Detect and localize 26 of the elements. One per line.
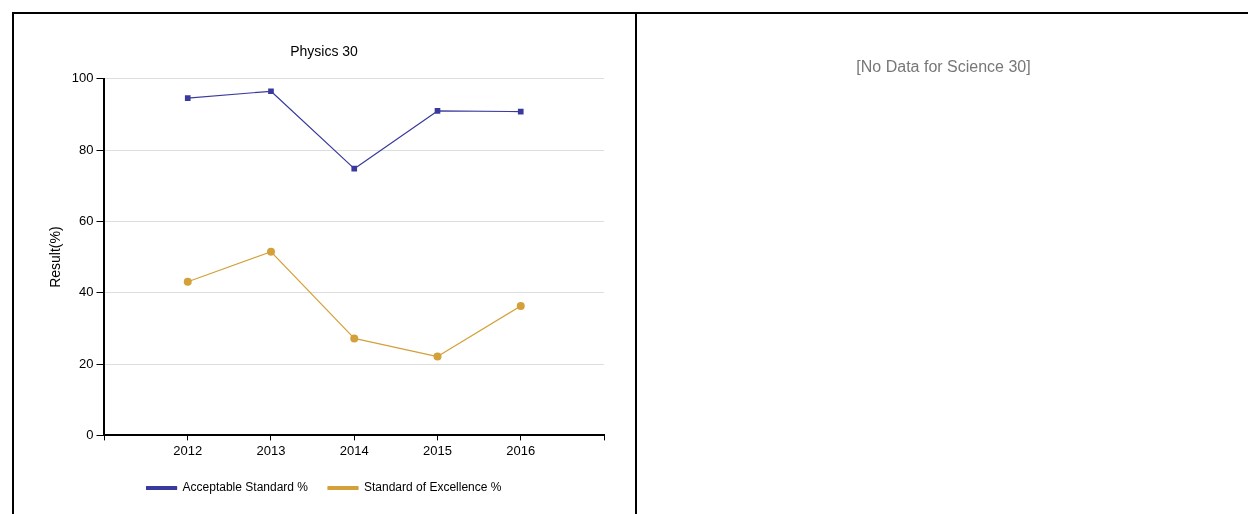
point <box>183 277 192 286</box>
y-tick-label: 100 <box>71 70 94 86</box>
y-tick-label: 80 <box>79 141 94 157</box>
text: [No Data for Science 30] <box>855 58 1032 76</box>
point <box>351 165 358 172</box>
legend-label: Acceptable Standard % <box>182 480 309 495</box>
point <box>350 334 359 343</box>
point <box>516 301 525 310</box>
point <box>434 108 441 114</box>
y-tick-label: 20 <box>79 355 94 371</box>
point <box>184 95 191 101</box>
y-axis-title: Result(%) <box>47 226 64 288</box>
x-tick-label: 2015 <box>423 442 452 458</box>
point <box>517 108 524 115</box>
legend-label: Standard of Excellence % <box>364 480 502 495</box>
x-tick-label: 2012 <box>173 442 203 458</box>
point <box>268 88 274 95</box>
y-tick-label: 60 <box>79 213 94 229</box>
x-tick-label: 2013 <box>256 442 286 458</box>
chart-title: Physics 30 <box>290 43 359 60</box>
y-tick-label: 40 <box>79 284 94 300</box>
point <box>433 352 442 361</box>
x-tick-label: 2014 <box>339 442 369 458</box>
y-tick-label: 0 <box>86 426 94 442</box>
point <box>266 247 275 256</box>
x-tick-label: 2016 <box>506 442 536 458</box>
